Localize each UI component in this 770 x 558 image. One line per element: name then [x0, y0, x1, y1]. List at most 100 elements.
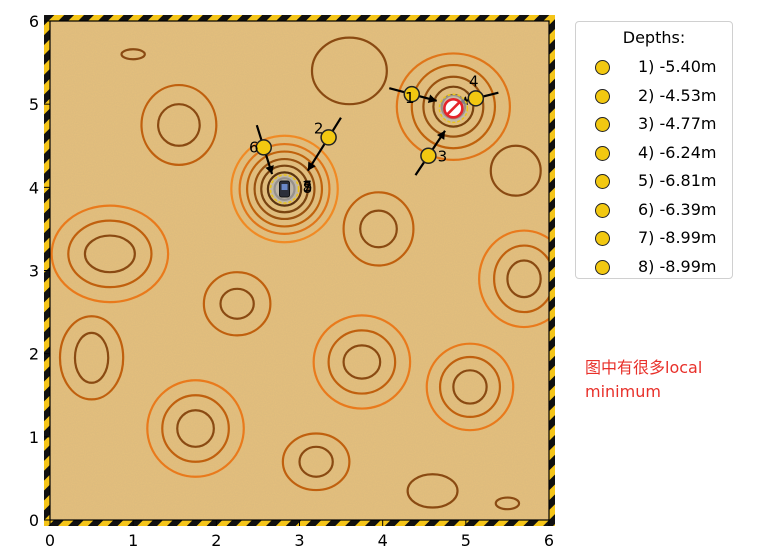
- legend-marker-icon: [595, 174, 610, 189]
- y-tick-label: 6: [29, 12, 39, 31]
- legend-marker-icon: [595, 60, 610, 75]
- marker-label-1: 1: [405, 89, 415, 107]
- y-tick-label: 1: [29, 428, 39, 447]
- contour-line: [298, 445, 334, 478]
- contour-line: [67, 219, 153, 289]
- contour-line: [327, 329, 397, 395]
- x-tick-label: 1: [128, 531, 138, 550]
- contour-line: [310, 36, 388, 106]
- contour-line: [432, 85, 475, 128]
- legend-text: 8) -8.99m: [638, 256, 717, 276]
- legend-marker-icon: [595, 259, 610, 275]
- contour-line: [58, 315, 125, 401]
- y-tick-label: 5: [29, 95, 39, 114]
- contour-line: [506, 259, 542, 299]
- marker-label-2: 2: [314, 119, 324, 137]
- contour-line: [253, 157, 316, 221]
- legend-title: Depths:: [622, 28, 686, 47]
- legend-text: 5) -6.81m: [638, 171, 717, 190]
- contour-line: [359, 209, 398, 249]
- contour-line: [342, 344, 382, 380]
- goal: [438, 93, 469, 124]
- y-tick-label: 4: [29, 178, 39, 197]
- marker-label-4: 4: [469, 72, 479, 90]
- y-tick-label: 2: [29, 345, 39, 364]
- x-tick-label: 6: [544, 531, 554, 550]
- legend-marker-icon: [595, 145, 610, 161]
- contour-line: [266, 171, 303, 207]
- legend-text: 7) -8.99m: [638, 228, 717, 247]
- contour-line: [406, 473, 459, 509]
- depth-markers: 1 2 3 4 5 6 78: [249, 72, 485, 197]
- arrow-head: [307, 161, 316, 171]
- x-tick-label: 5: [461, 531, 471, 550]
- contour-line: [238, 142, 331, 236]
- contour-line: [452, 369, 488, 405]
- marker-label-8: 8: [303, 179, 313, 197]
- contour-line: [312, 314, 412, 410]
- legend-row-1: 1) -5.40m: [576, 56, 732, 78]
- contour-line: [219, 287, 255, 320]
- x-tick-label: 4: [378, 531, 388, 550]
- contour-line: [281, 432, 351, 492]
- legend-text: 6) -6.39m: [638, 199, 717, 219]
- y-axis: 0 1 2 3 4 5 6: [29, 12, 50, 530]
- contour-line: [146, 379, 245, 478]
- agent: [269, 174, 300, 204]
- contour-line: [342, 191, 415, 267]
- y-tick-label: 0: [29, 511, 39, 530]
- legend-row-3: 3) -4.77m: [576, 113, 732, 135]
- legend-marker-icon: [595, 202, 610, 218]
- contour-line: [50, 204, 170, 304]
- contour-line: [260, 164, 309, 214]
- contour-line: [246, 150, 324, 228]
- contour-line: [83, 234, 136, 274]
- legend-row-8: 8) -8.99m: [576, 256, 732, 278]
- arrow-head: [436, 130, 446, 140]
- contour-line: [478, 229, 549, 329]
- marker-label-3: 3: [438, 148, 448, 166]
- contour-line: [425, 342, 515, 432]
- contour-lines: [50, 36, 549, 511]
- contour-line: [176, 409, 215, 448]
- contour-line: [230, 134, 339, 244]
- contour-line: [493, 244, 549, 314]
- contour-line: [410, 63, 497, 150]
- agent-ring: [269, 174, 300, 204]
- x-tick-label: 0: [45, 531, 55, 550]
- legend-row-5: 5) -6.81m: [576, 170, 732, 192]
- legend-marker-icon: [595, 117, 610, 132]
- contour-line: [161, 394, 230, 463]
- legend-text: 2) -4.53m: [638, 85, 717, 105]
- arrow-head: [427, 94, 437, 104]
- legend-row-7: 7) -8.99m: [576, 227, 732, 249]
- contour-line: [202, 271, 272, 337]
- marker-label-6: 6: [249, 138, 259, 156]
- depth-marker-3: [420, 147, 437, 164]
- legend-text: 1) -5.40m: [638, 57, 717, 76]
- depth-legend: Depths: 1) -5.40m 2) -4.53m 3) -4.77m 4) -6…: [575, 21, 733, 279]
- legend-row-6: 6) -6.39m: [576, 199, 732, 221]
- contour-line: [157, 103, 201, 147]
- arrow-head: [265, 165, 274, 175]
- legend-marker-icon: [595, 231, 610, 246]
- legend-row-2: 2) -4.53m: [576, 85, 732, 107]
- x-axis: 0 1 2 3 4 5 6: [45, 520, 554, 550]
- depth-marker-6: [255, 139, 272, 156]
- legend-text: 3) -4.77m: [638, 114, 717, 133]
- legend-row-4: 4) -6.24m: [576, 142, 732, 164]
- depth-marker-2: [320, 129, 337, 146]
- depth-marker-4: [467, 90, 485, 107]
- y-tick-label: 3: [29, 262, 39, 281]
- annotation-note: 图中有很多local minimum: [585, 358, 703, 401]
- contour-line: [140, 83, 218, 166]
- contour-line: [395, 52, 512, 161]
- x-tick-label: 2: [211, 531, 221, 550]
- contour-line: [422, 75, 485, 138]
- no-entry-slash: [446, 101, 461, 116]
- marker-label-5: 5: [303, 177, 313, 195]
- agent-window: [281, 183, 288, 190]
- contour-line: [438, 355, 502, 418]
